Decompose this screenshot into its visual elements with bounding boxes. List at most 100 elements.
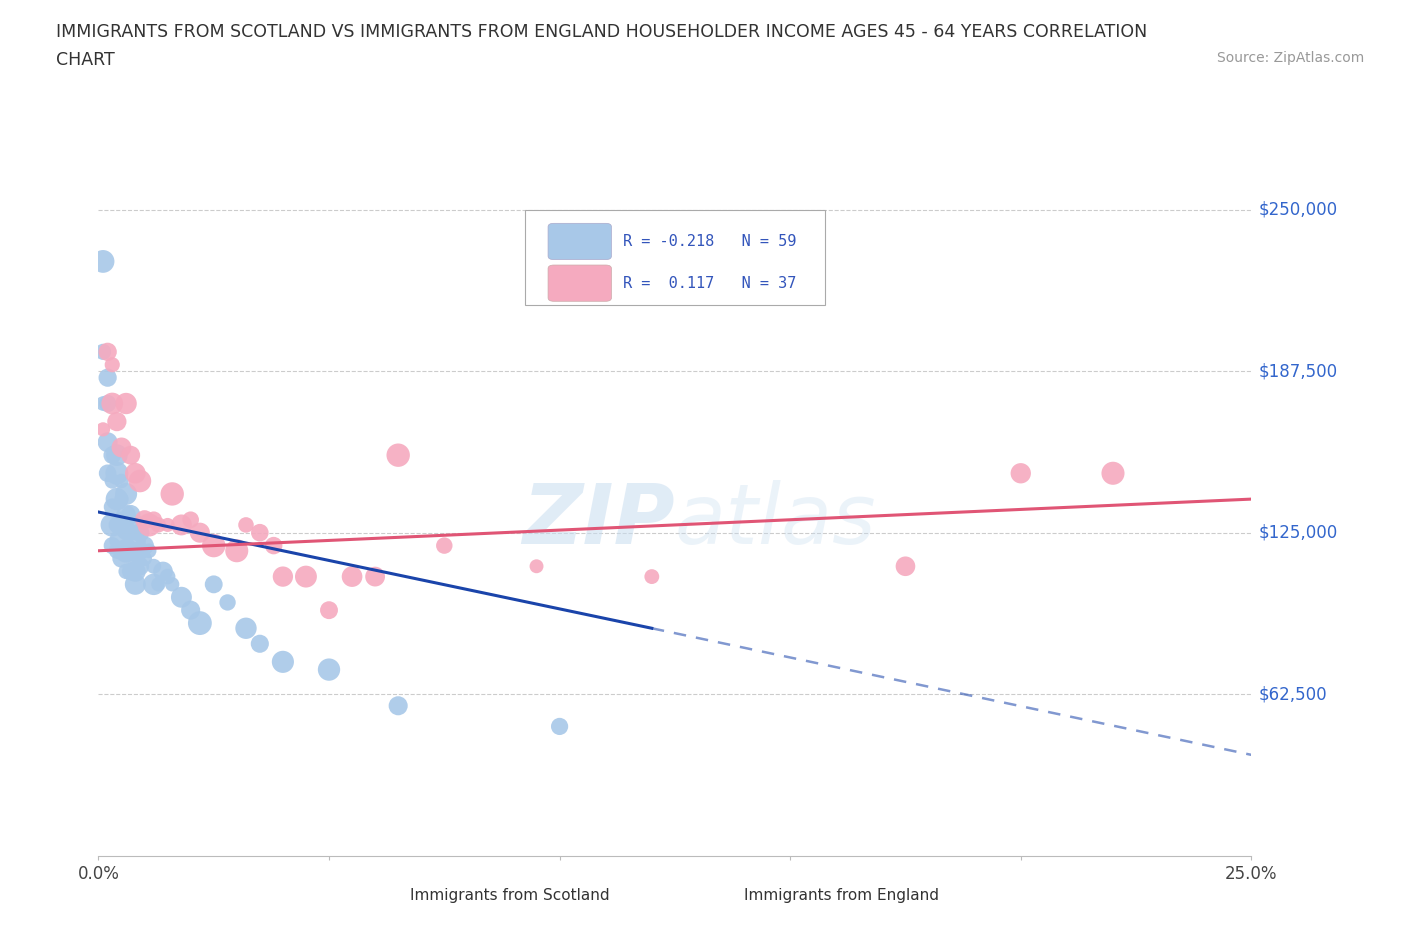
Point: [101, 499, 124, 514]
Point: [170, 517, 193, 532]
Point: [120, 525, 142, 540]
Point: [110, 473, 132, 488]
Text: $250,000: $250,000: [1258, 201, 1337, 219]
Point: [134, 512, 156, 527]
Point: [91, 344, 114, 359]
Point: [340, 569, 363, 584]
Point: [115, 543, 138, 558]
Point: [124, 517, 146, 532]
Point: [152, 564, 174, 578]
Point: [263, 538, 285, 553]
Point: [170, 590, 193, 604]
Text: Immigrants from Scotland: Immigrants from Scotland: [409, 888, 609, 903]
Point: [295, 569, 318, 584]
Text: ZIP: ZIP: [522, 480, 675, 562]
Point: [129, 559, 152, 574]
Text: R = -0.218   N = 59: R = -0.218 N = 59: [623, 234, 796, 249]
Point: [115, 486, 138, 501]
Point: [101, 357, 124, 372]
Point: [91, 422, 114, 437]
Point: [894, 559, 917, 574]
Point: [101, 538, 124, 553]
Point: [148, 517, 170, 532]
Text: atlas: atlas: [675, 480, 876, 562]
Text: $62,500: $62,500: [1258, 685, 1327, 703]
Point: [271, 655, 294, 670]
Point: [120, 543, 142, 558]
Point: [110, 512, 132, 527]
Point: [97, 435, 120, 450]
Point: [235, 621, 257, 636]
Point: [97, 370, 120, 385]
Point: [225, 543, 247, 558]
Point: [160, 486, 183, 501]
Point: [364, 569, 387, 584]
Point: [97, 466, 120, 481]
FancyBboxPatch shape: [548, 265, 612, 301]
Point: [115, 507, 138, 522]
Point: [124, 577, 146, 591]
Text: $125,000: $125,000: [1258, 524, 1337, 541]
Point: [433, 538, 456, 553]
Point: [101, 517, 124, 532]
Text: $187,500: $187,500: [1258, 362, 1337, 380]
Point: [101, 473, 124, 488]
Point: [120, 447, 142, 462]
Point: [105, 447, 128, 462]
Text: Source: ZipAtlas.com: Source: ZipAtlas.com: [1216, 51, 1364, 65]
Point: [97, 344, 120, 359]
Text: IMMIGRANTS FROM SCOTLAND VS IMMIGRANTS FROM ENGLAND HOUSEHOLDER INCOME AGES 45 -: IMMIGRANTS FROM SCOTLAND VS IMMIGRANTS F…: [56, 23, 1147, 41]
Point: [641, 569, 664, 584]
Point: [124, 549, 146, 564]
Point: [387, 447, 409, 462]
Point: [180, 603, 202, 618]
Point: [801, 285, 824, 299]
Point: [115, 564, 138, 578]
Text: CHART: CHART: [56, 51, 115, 69]
FancyBboxPatch shape: [524, 210, 825, 305]
Point: [142, 512, 165, 527]
Point: [217, 595, 239, 610]
Point: [548, 719, 571, 734]
Point: [101, 396, 124, 411]
Text: R =  0.117   N = 37: R = 0.117 N = 37: [623, 275, 796, 291]
Point: [110, 533, 132, 548]
Point: [318, 603, 340, 618]
Text: Immigrants from England: Immigrants from England: [744, 888, 939, 903]
Point: [110, 492, 132, 507]
Point: [148, 577, 170, 591]
Point: [1010, 466, 1032, 481]
Point: [91, 254, 114, 269]
Point: [101, 447, 124, 462]
Point: [142, 577, 165, 591]
Point: [156, 569, 179, 584]
Point: [115, 396, 138, 411]
Point: [271, 569, 294, 584]
FancyBboxPatch shape: [548, 223, 612, 259]
Point: [129, 473, 152, 488]
Point: [120, 564, 142, 578]
Point: [180, 512, 202, 527]
Point: [105, 543, 128, 558]
Point: [526, 559, 548, 574]
Point: [188, 525, 211, 540]
Point: [110, 551, 132, 566]
Point: [124, 564, 146, 578]
Point: [115, 523, 138, 538]
Point: [387, 698, 409, 713]
Point: [138, 543, 160, 558]
Point: [129, 543, 152, 558]
Point: [318, 662, 340, 677]
Point: [105, 492, 128, 507]
Point: [105, 414, 128, 429]
Point: [156, 517, 179, 532]
Point: [138, 517, 160, 532]
Point: [105, 466, 128, 481]
Point: [249, 636, 271, 651]
Point: [134, 551, 156, 566]
Point: [97, 396, 120, 411]
FancyBboxPatch shape: [678, 882, 740, 909]
Point: [124, 533, 146, 548]
Point: [188, 616, 211, 631]
Point: [91, 396, 114, 411]
